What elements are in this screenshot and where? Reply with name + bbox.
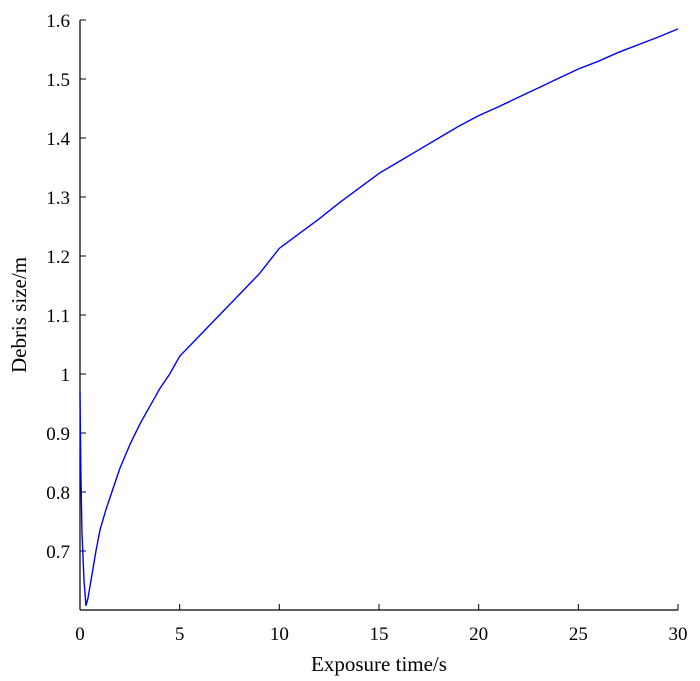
y-tick-label: 1.1 bbox=[46, 306, 70, 327]
y-tick-label: 1.6 bbox=[46, 11, 70, 32]
x-tick-label: 10 bbox=[270, 624, 289, 645]
x-tick-label: 25 bbox=[569, 624, 588, 645]
x-tick-label: 30 bbox=[669, 624, 688, 645]
y-tick-label: 1.2 bbox=[46, 247, 70, 268]
y-tick-label: 1.5 bbox=[46, 70, 70, 91]
x-tick-label: 5 bbox=[175, 624, 185, 645]
y-tick-label: 0.7 bbox=[46, 542, 70, 563]
y-tick-label: 1.3 bbox=[46, 188, 70, 209]
y-tick-label: 0.8 bbox=[46, 483, 70, 504]
y-tick-label: 0.9 bbox=[46, 424, 70, 445]
y-axis-ticks: 0.7 0.8 0.9 1 1.1 1.2 1.3 1.4 1.5 1.6 bbox=[46, 11, 86, 563]
x-tick-label: 15 bbox=[370, 624, 389, 645]
x-axis-ticks: 0 5 10 15 20 25 30 bbox=[75, 604, 688, 645]
x-tick-label: 0 bbox=[75, 624, 85, 645]
x-axis-title: Exposure time/s bbox=[311, 652, 447, 676]
y-axis-title: Debris size/m bbox=[7, 257, 31, 373]
x-tick-label: 20 bbox=[469, 624, 488, 645]
y-tick-label: 1 bbox=[61, 365, 71, 386]
y-tick-label: 1.4 bbox=[46, 129, 70, 150]
series-line bbox=[79, 28, 679, 607]
